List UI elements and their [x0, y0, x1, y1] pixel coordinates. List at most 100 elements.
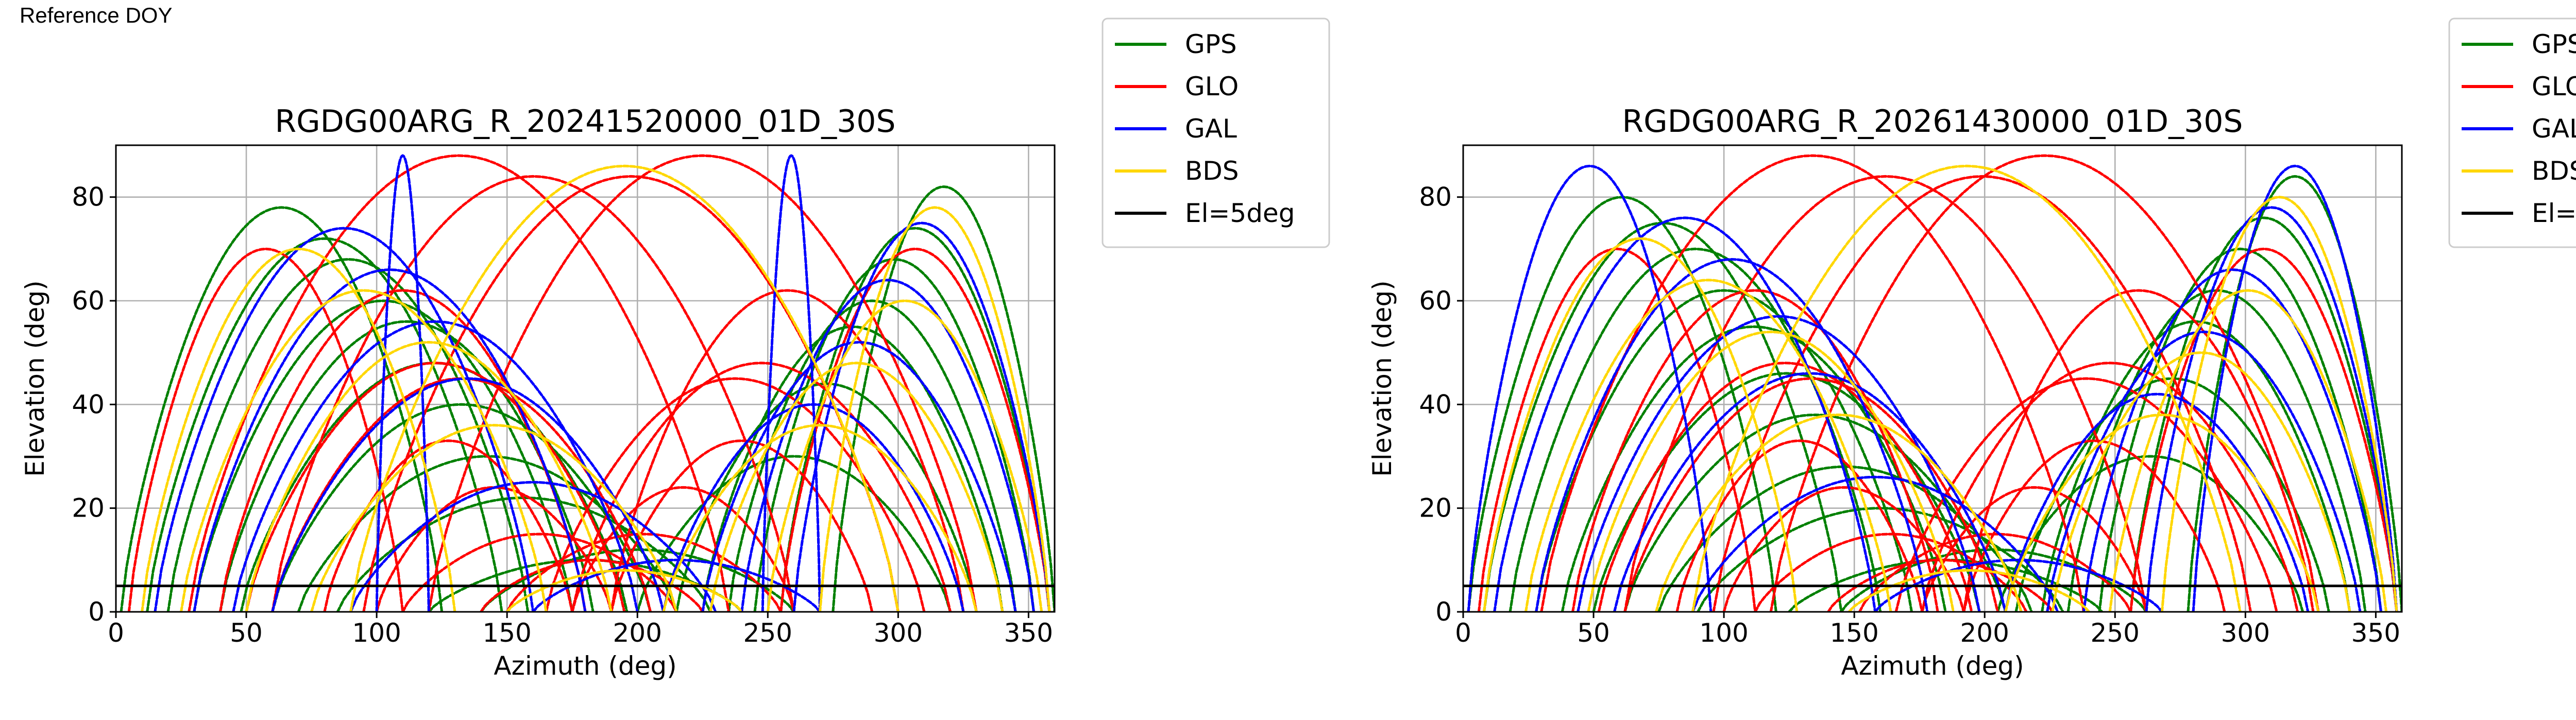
arc-bds [2051, 351, 2351, 612]
arc-gps [832, 185, 1055, 612]
arc-bds [766, 299, 1043, 612]
x-tick-label: 50 [230, 618, 263, 648]
x-tick-label: 150 [482, 618, 531, 648]
arc-gps [2066, 289, 2367, 612]
arc-gal [2145, 206, 2398, 612]
arc-bds [2160, 196, 2398, 612]
arc-gps [480, 548, 795, 612]
arc-gps [146, 237, 503, 612]
arc-glo [127, 247, 404, 612]
y-tick-label: 20 [72, 493, 105, 523]
x-tick-label: 0 [1455, 618, 1471, 648]
arc-bds [2004, 413, 2320, 612]
legend-label: El=5deg [2532, 198, 2576, 228]
x-tick-label: 200 [613, 618, 662, 648]
arc-glo [1962, 439, 2226, 612]
x-axis-label: Azimuth (deg) [1841, 651, 2024, 681]
y-tick-label: 20 [1419, 493, 1452, 523]
arc-gal [1577, 315, 1981, 612]
legend-label: GPS [1185, 29, 1237, 59]
legend: GPS GLO GAL BDS El=5deg [2448, 18, 2576, 248]
arc-glo [1712, 175, 2252, 612]
arc-gal [1691, 475, 2059, 612]
axes-frame [115, 144, 1056, 613]
arc-glo [1597, 362, 1973, 612]
arc-gal [375, 154, 430, 612]
arc-gal [761, 154, 821, 612]
legend-label: GAL [2532, 114, 2576, 144]
arc-gal [232, 320, 639, 612]
legend-label: GPS [2532, 29, 2576, 59]
x-tick-label: 0 [108, 618, 124, 648]
arc-gal [349, 481, 717, 612]
arc-glo [571, 362, 952, 612]
arc-bds [709, 362, 1004, 612]
x-tick-label: 100 [1699, 618, 1748, 648]
arc-gal [1467, 164, 1713, 612]
axes-frame [1462, 144, 2403, 613]
x-tick-label: 250 [2091, 618, 2140, 648]
arc-glo [610, 439, 874, 612]
arc-gps [1996, 455, 2304, 612]
legend-label: BDS [1185, 156, 1239, 186]
legend-label: GLO [2532, 72, 2576, 101]
y-tick-label: 60 [1419, 286, 1452, 316]
arc-glo [1571, 289, 1939, 612]
arc-gal [792, 221, 1051, 612]
arc-glo [1894, 377, 2278, 612]
arc-glo [1962, 289, 2315, 612]
arc-bds [349, 164, 900, 612]
arc-glo [1769, 154, 2320, 612]
chart-1: 0 50 100 150 200 250 300 350 0 20 40 60 80 RGDG00ARG_… [20, 18, 1330, 681]
legend: GPS GLO GAL BDS El=5deg [1101, 18, 1330, 248]
arc-gps [166, 258, 530, 612]
arc-gal [2082, 268, 2382, 612]
arc-glo [610, 289, 965, 612]
x-tick-label: 100 [352, 618, 401, 648]
x-tick-label: 50 [1577, 618, 1610, 648]
chart-title: RGDG00ARG_R_20241520000_01D_30S [275, 104, 895, 140]
plot-area [1463, 154, 2402, 612]
arc-gps [271, 403, 652, 612]
x-tick-label: 250 [743, 618, 792, 648]
legend-frame [2448, 18, 2576, 248]
arc-gal [154, 227, 535, 612]
y-tick-label: 40 [72, 389, 105, 419]
arc-bds [245, 340, 613, 612]
arc-bds [1483, 237, 1799, 612]
arc-gps [636, 455, 952, 612]
chart-title: RGDG00ARG_R_20261430000_01D_30S [1622, 104, 2243, 140]
arc-bds [1691, 164, 2242, 612]
arc-gps [218, 320, 595, 612]
arc-glo [1921, 362, 2299, 612]
arc-bds [180, 289, 548, 612]
y-tick-label: 80 [1419, 182, 1452, 212]
arc-glo [1540, 154, 2085, 612]
chart-2: 0 50 100 150 200 250 300 350 0 20 40 60 80 RGDG00ARG_… [1367, 18, 2576, 681]
arc-gal [740, 279, 1035, 612]
arc-bds [2108, 289, 2388, 612]
arc-gal [193, 268, 587, 612]
legend-label: BDS [2532, 156, 2576, 186]
legend-frame [1101, 18, 1330, 248]
arc-glo [1477, 247, 1757, 612]
legend-label: GLO [1185, 72, 1239, 101]
arc-gal [271, 377, 665, 612]
plot-area [116, 154, 1055, 612]
arc-bds [819, 206, 1051, 612]
legend-label: GAL [1185, 114, 1237, 144]
arc-gps [779, 227, 1051, 612]
arc-glo [245, 362, 626, 612]
arc-bds [662, 424, 978, 612]
y-tick-label: 0 [1435, 597, 1452, 627]
arc-bds [141, 247, 456, 612]
legend-label: El=5deg [1185, 198, 1295, 228]
arc-glo [427, 154, 978, 612]
y-tick-label: 40 [1419, 389, 1452, 419]
y-axis-label: Elevation (deg) [1367, 280, 1397, 476]
arc-gps [120, 206, 444, 612]
x-tick-label: 150 [1829, 618, 1878, 648]
arc-glo [188, 154, 730, 612]
x-tick-label: 200 [1960, 618, 2009, 648]
x-tick-label: 300 [2221, 618, 2270, 648]
